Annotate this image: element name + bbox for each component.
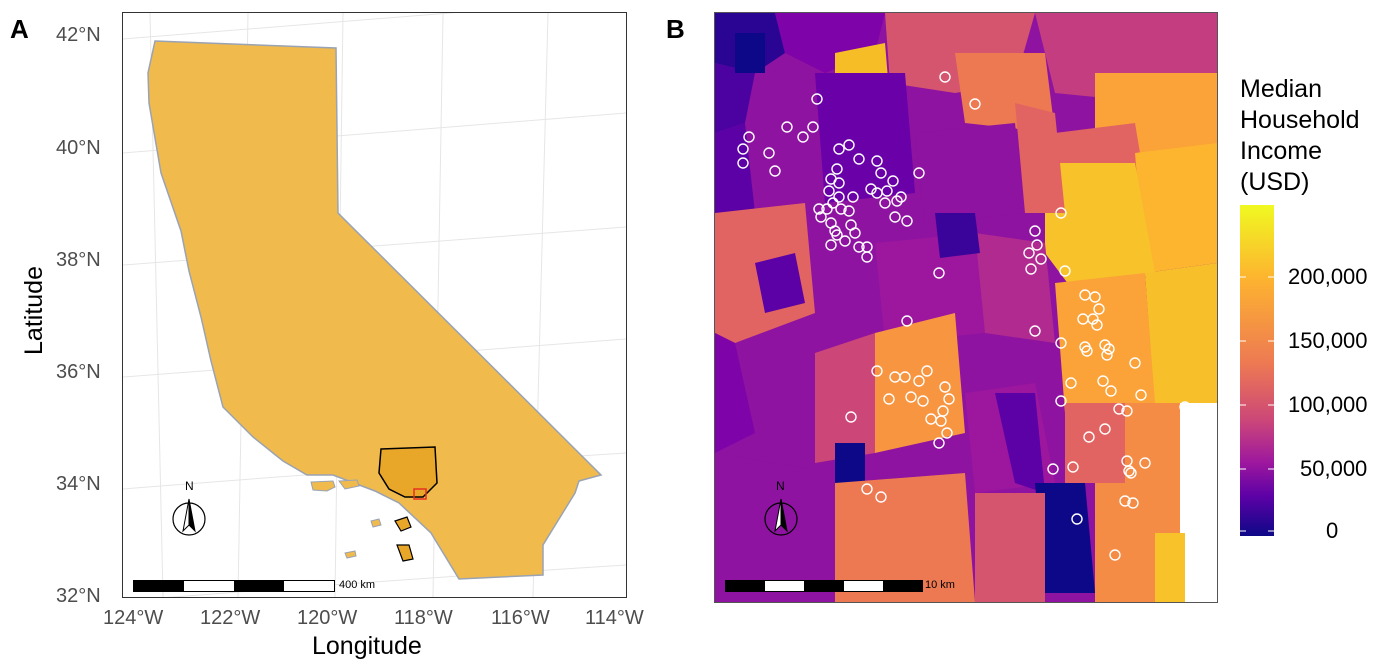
y-axis-title: Latitude xyxy=(19,266,48,355)
california-outline xyxy=(147,40,603,580)
x-tick-118w: 118°W xyxy=(394,607,453,629)
x-tick-116w: 116°W xyxy=(491,607,550,629)
x-tick-114w: 114°W xyxy=(585,607,644,629)
y-tick-42n: 42°N xyxy=(56,24,101,46)
panel-b-scale-bar xyxy=(725,580,923,592)
y-tick-38n: 38°N xyxy=(56,249,101,271)
inset-box xyxy=(413,488,427,500)
tract xyxy=(1135,143,1217,273)
island-3 xyxy=(370,518,382,528)
tract xyxy=(1180,403,1217,553)
tract xyxy=(975,493,1045,602)
legend: Median Household Income (USD) xyxy=(1240,74,1390,198)
panel-b-scale-label: 10 km xyxy=(925,579,955,591)
tract xyxy=(1155,533,1185,602)
y-tick-34n: 34°N xyxy=(56,473,101,495)
legend-title-line-4: (USD) xyxy=(1240,168,1310,196)
panel-a-plot: N 400 km xyxy=(122,12,627,598)
tract xyxy=(875,313,965,453)
y-tick-32n: 32°N xyxy=(56,585,101,607)
tract xyxy=(935,213,980,258)
tract xyxy=(995,393,1045,493)
legend-label-0: 0 xyxy=(1326,518,1339,543)
la-island-2 xyxy=(396,544,414,562)
y-tick-40n: 40°N xyxy=(56,137,101,159)
california-map xyxy=(147,40,603,580)
tract xyxy=(975,233,1055,343)
legend-ticks xyxy=(1240,276,1274,532)
island-4 xyxy=(344,550,357,559)
tract xyxy=(755,253,805,313)
island-1 xyxy=(310,480,336,492)
legend-label-150000: 150,000 xyxy=(1288,328,1368,353)
panel-a-scale-label: 400 km xyxy=(339,579,376,591)
legend-title-line-2: Household xyxy=(1240,106,1360,134)
tract xyxy=(815,333,875,463)
x-tick-124w: 124°W xyxy=(103,607,164,629)
x-tick-122w: 122°W xyxy=(200,607,261,629)
tract xyxy=(715,453,835,602)
tract xyxy=(915,123,1025,223)
panel-b-north-label: N xyxy=(776,479,785,493)
tract xyxy=(1055,273,1155,413)
legend-label-200000: 200,000 xyxy=(1288,264,1368,289)
x-tick-120w: 120°W xyxy=(297,607,358,629)
tract xyxy=(1035,483,1095,593)
x-axis-title: Longitude xyxy=(312,632,422,660)
legend-label-100000: 100,000 xyxy=(1288,392,1368,417)
tract xyxy=(735,33,765,73)
survey-points xyxy=(737,71,1191,561)
tract xyxy=(1015,103,1065,213)
panel-b-income-map xyxy=(715,13,1217,602)
legend-color-bar xyxy=(1240,205,1274,536)
tract xyxy=(715,333,755,453)
legend-label-50000: 50,000 xyxy=(1300,456,1368,481)
panel-a-north-label: N xyxy=(185,479,194,493)
panel-a-scale-bar xyxy=(133,580,335,592)
tract xyxy=(835,443,865,483)
tract xyxy=(815,73,915,203)
tract xyxy=(715,63,755,133)
island-2 xyxy=(338,479,360,490)
panel-b-letter: B xyxy=(666,14,685,44)
tract xyxy=(1045,163,1155,293)
tract xyxy=(1125,403,1180,553)
la-island-1 xyxy=(394,516,412,532)
tract xyxy=(1145,263,1217,413)
y-tick-36n: 36°N xyxy=(56,361,101,383)
panel-b-north-arrow-icon xyxy=(764,498,798,536)
tract xyxy=(835,473,975,602)
tract xyxy=(875,233,985,343)
panel-a-north-arrow-icon xyxy=(172,498,206,536)
tract xyxy=(715,123,755,223)
legend-title-line-3: Income xyxy=(1240,137,1322,165)
legend-title-line-1: Median xyxy=(1240,75,1322,103)
panel-b-map: N 10 km xyxy=(714,12,1218,603)
panel-a-letter: A xyxy=(10,14,29,44)
